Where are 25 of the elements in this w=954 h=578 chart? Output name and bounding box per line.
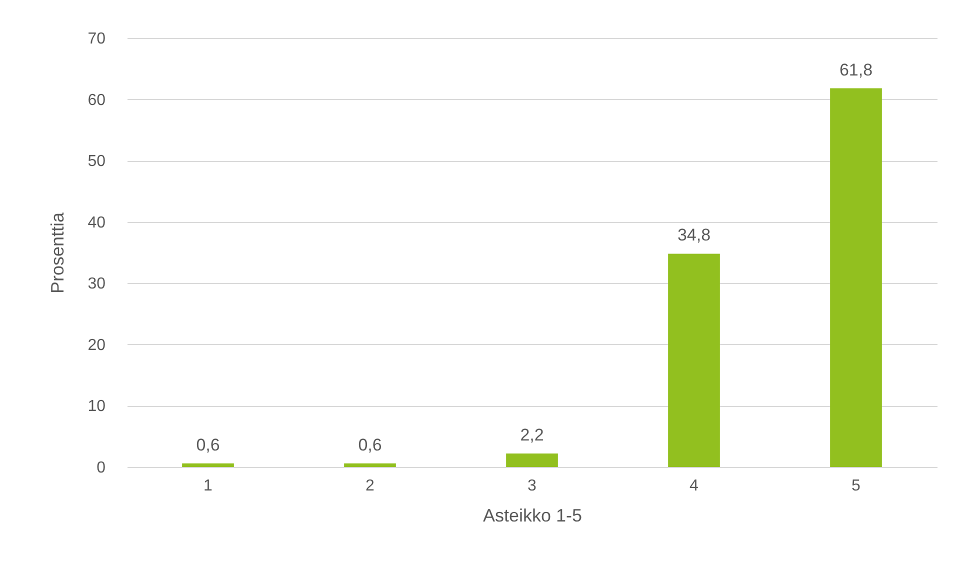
y-tick-label: 40 bbox=[88, 214, 106, 232]
y-tick-label: 20 bbox=[88, 336, 106, 354]
bar bbox=[182, 463, 234, 467]
x-tick-label: 2 bbox=[366, 478, 375, 494]
bar bbox=[506, 454, 558, 467]
data-label: 0,6 bbox=[358, 435, 382, 454]
y-tick-label: 70 bbox=[88, 30, 106, 48]
data-label: 0,6 bbox=[196, 435, 220, 454]
bar bbox=[668, 254, 720, 467]
x-tick-label: 3 bbox=[528, 478, 537, 494]
x-axis-title: Asteikko 1-5 bbox=[482, 506, 582, 526]
data-label: 34,8 bbox=[677, 226, 711, 245]
y-tick-label: 30 bbox=[88, 276, 106, 293]
y-tick-label: 50 bbox=[88, 153, 106, 170]
data-label: 2,2 bbox=[520, 426, 544, 445]
y-tick-label: 60 bbox=[88, 92, 106, 109]
x-tick-label: 5 bbox=[852, 478, 861, 494]
x-tick-label: 4 bbox=[690, 478, 699, 494]
bar bbox=[344, 463, 396, 467]
y-axis-title: Prosenttia bbox=[48, 211, 68, 294]
data-label: 61,8 bbox=[839, 60, 873, 80]
bar bbox=[830, 88, 882, 467]
y-tick-label: 0 bbox=[96, 460, 106, 476]
y-tick-label: 10 bbox=[88, 398, 106, 416]
x-tick-label: 1 bbox=[204, 478, 213, 494]
